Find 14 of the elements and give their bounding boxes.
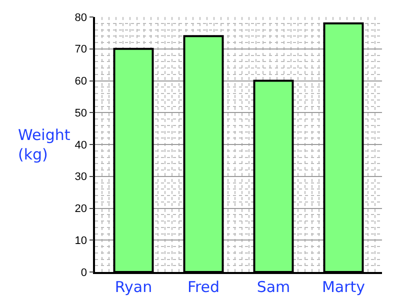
y-tick-label: 40 — [74, 139, 88, 152]
x-tick-label: Ryan — [114, 278, 152, 296]
x-tick-label: Fred — [187, 278, 220, 296]
y-tick-label: 10 — [74, 234, 88, 247]
y-axis-title: Weight (kg) — [18, 126, 70, 164]
y-tick-label: 30 — [74, 171, 88, 184]
y-tick-label: 80 — [74, 12, 88, 24]
x-tick-label: Sam — [256, 278, 290, 296]
y-tick-label: 60 — [74, 76, 88, 88]
x-tick-label: Marty — [322, 278, 366, 296]
y-tick-label: 50 — [74, 107, 88, 120]
y-tick-label: 20 — [74, 203, 88, 216]
y-tick-label: 0 — [80, 266, 88, 279]
y-tick-label: 70 — [74, 44, 88, 56]
